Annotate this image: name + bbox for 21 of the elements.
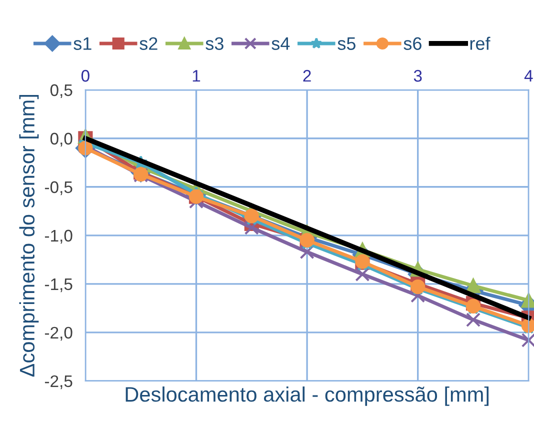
y-tick-label: 0,0	[50, 132, 72, 147]
legend-label: s5	[338, 37, 356, 50]
x-tick-label: 0	[81, 70, 90, 82]
x-tick-label: 2	[303, 70, 311, 82]
legend-label: s6	[404, 37, 422, 50]
x-axis-title: Deslocamento axial - compressão [mm]	[126, 386, 489, 406]
legend-label: s1	[74, 37, 92, 50]
y-tick-label: -1,0	[44, 230, 72, 244]
y-tick-label: 0,5	[50, 84, 72, 98]
x-tick-label: 4	[524, 70, 533, 82]
y-tick-label: -2,5	[44, 375, 72, 390]
legend-label: s4	[272, 37, 290, 50]
x-tick-label: 1	[192, 70, 200, 82]
legend-label: ref	[470, 36, 490, 50]
y-axis-title: Δcomprimento do sensor [mm]	[19, 95, 39, 377]
legend-label: s2	[140, 37, 158, 50]
y-tick-label: -1,5	[44, 278, 72, 292]
legend-label: s3	[206, 37, 224, 50]
x-tick-label: 3	[414, 70, 422, 82]
y-tick-label: -2,0	[44, 326, 72, 341]
y-tick-label: -0,5	[44, 181, 72, 196]
